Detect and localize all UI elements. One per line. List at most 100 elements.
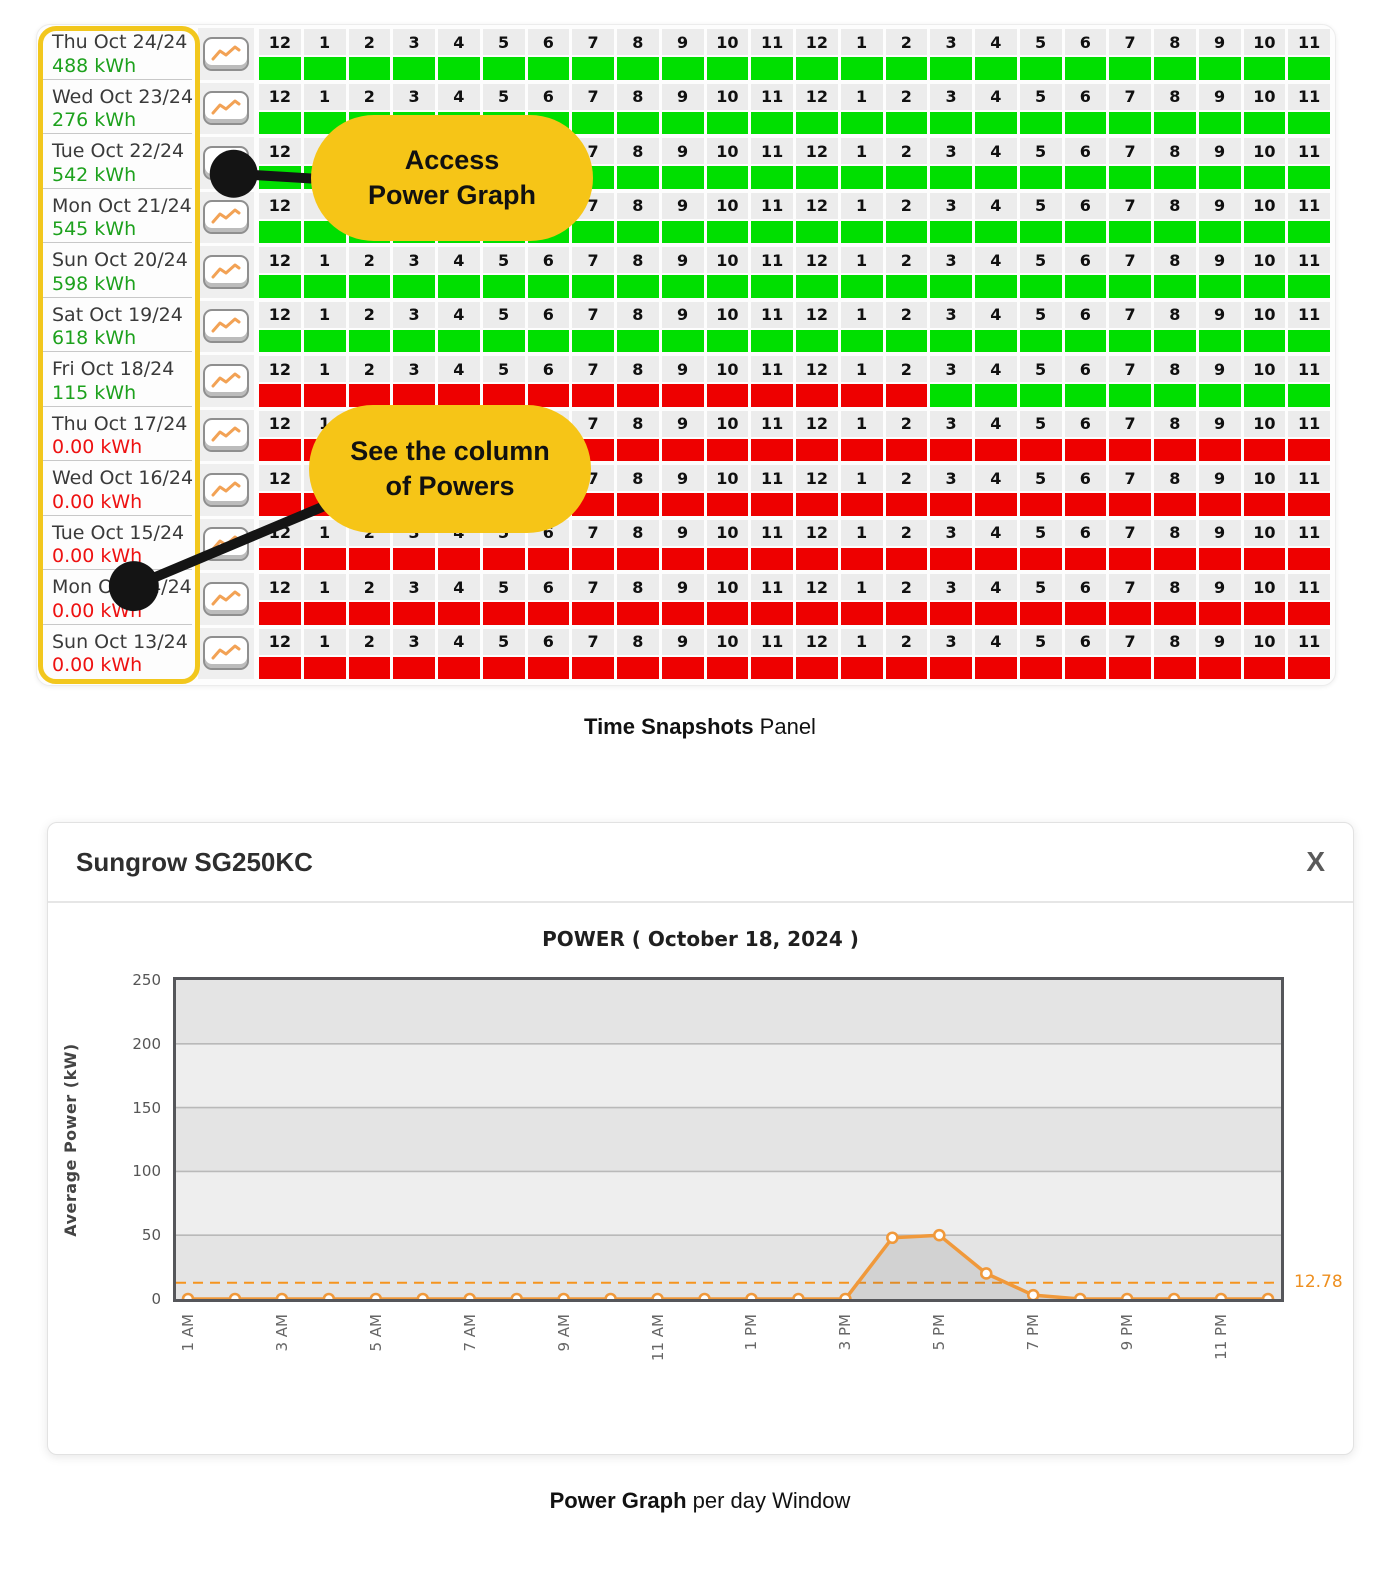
hour-cell: 4 bbox=[438, 574, 480, 625]
hour-cell: 5 bbox=[1019, 138, 1062, 189]
hour-header-cell: 3 bbox=[930, 29, 972, 55]
line-chart-icon bbox=[211, 263, 241, 279]
hour-status-cell bbox=[751, 57, 793, 80]
hour-header-cell: 3 bbox=[930, 247, 972, 273]
power-graph-button[interactable] bbox=[203, 91, 249, 126]
power-graph-button[interactable] bbox=[203, 36, 249, 71]
hour-status-cell bbox=[1198, 166, 1241, 189]
callout-text: Access bbox=[404, 144, 500, 175]
data-point-marker bbox=[1120, 1292, 1134, 1299]
hour-header-cell: 4 bbox=[975, 83, 1017, 110]
power-graph-button[interactable] bbox=[203, 363, 249, 398]
hour-header-cell: 1 bbox=[840, 192, 883, 219]
hour-cell: 11 bbox=[1288, 247, 1330, 298]
hour-cell: 5 bbox=[482, 247, 525, 298]
hour-header-cell: 11 bbox=[751, 628, 793, 655]
hour-cell: 8 bbox=[617, 301, 659, 352]
hour-header-cell: 6 bbox=[1064, 410, 1107, 437]
hour-header-cell: 5 bbox=[1019, 192, 1062, 219]
hour-status-cell bbox=[975, 329, 1017, 352]
hour-cell: 9 bbox=[1198, 83, 1241, 134]
graph-button-cell bbox=[198, 518, 254, 570]
hour-header-cell: 10 bbox=[1243, 356, 1286, 382]
hour-status-cell bbox=[885, 329, 928, 352]
hour-cell: 2 bbox=[348, 247, 391, 298]
hour-header-cell: 5 bbox=[1019, 628, 1062, 655]
hour-header-cell: 7 bbox=[1109, 465, 1151, 491]
hour-status-cell bbox=[259, 111, 301, 134]
hour-status-cell bbox=[482, 547, 525, 570]
x-axis-labels: 1 AM 3 AM 5 AM 7 AM 9 AM 11 AM 1 PM 3 PM 5 PM 7 P… bbox=[173, 1302, 1284, 1392]
hour-header-cell: 12 bbox=[796, 83, 838, 110]
power-graph-button[interactable] bbox=[203, 200, 249, 235]
hour-cell: 7 bbox=[572, 628, 614, 679]
close-button[interactable]: X bbox=[1306, 846, 1325, 877]
hour-status-cell bbox=[438, 275, 480, 298]
hour-status-cell bbox=[706, 384, 749, 407]
hour-status-cell bbox=[1288, 438, 1330, 461]
hour-status-cell bbox=[1154, 220, 1196, 243]
hour-status-cell bbox=[751, 547, 793, 570]
power-graph-button[interactable] bbox=[203, 636, 249, 671]
data-point-marker bbox=[510, 1292, 523, 1299]
hour-status-cell bbox=[259, 438, 301, 461]
day-row: Tue Oct 15/240.00 kWh1212345678910111212… bbox=[40, 518, 1332, 574]
day-date: Sun Oct 13/24 bbox=[52, 630, 188, 653]
power-graph-button[interactable] bbox=[203, 527, 249, 562]
hour-status-cell bbox=[572, 57, 614, 80]
hour-header-cell: 9 bbox=[1198, 574, 1241, 600]
hour-header-cell: 2 bbox=[348, 356, 391, 382]
hour-cell: 2 bbox=[885, 29, 928, 80]
hour-header-cell: 8 bbox=[1154, 301, 1196, 328]
hour-status-cell bbox=[393, 57, 435, 80]
hour-status-cell bbox=[1198, 547, 1241, 570]
hour-header-cell: 12 bbox=[259, 247, 301, 273]
y-tick-label: 100 bbox=[132, 1162, 161, 1181]
hour-cell: 11 bbox=[751, 574, 793, 625]
hour-status-cell bbox=[1198, 329, 1241, 352]
hour-header-cell: 4 bbox=[438, 574, 480, 600]
hour-status-cell bbox=[885, 547, 928, 570]
hour-header-cell: 1 bbox=[840, 247, 883, 273]
hour-header-cell: 12 bbox=[259, 83, 301, 110]
power-graph-button[interactable] bbox=[203, 472, 249, 507]
day-date: Tue Oct 15/24 bbox=[52, 521, 185, 544]
day-date: Tue Oct 22/24 bbox=[52, 140, 185, 162]
hour-status-cell bbox=[1243, 547, 1286, 570]
hour-header-cell: 6 bbox=[1064, 574, 1107, 600]
hour-status-cell bbox=[1198, 656, 1241, 679]
day-row: Sun Oct 20/24 598 kWh 12 1 2 3 4 5 6 7 8 9 10 11 12 1 2 3… bbox=[40, 246, 1332, 301]
graph-button-cell bbox=[198, 409, 254, 461]
power-graph-button[interactable] bbox=[203, 145, 249, 180]
hour-cell: 4 bbox=[975, 301, 1017, 352]
hour-header-cell: 2 bbox=[885, 29, 928, 55]
power-graph-button[interactable] bbox=[203, 309, 249, 344]
hour-header-cell: 5 bbox=[1019, 410, 1062, 437]
hour-status-cell bbox=[1288, 111, 1330, 134]
hour-cell: 3 bbox=[930, 519, 972, 570]
power-graph-button[interactable] bbox=[203, 581, 249, 616]
hour-header-cell: 9 bbox=[1198, 192, 1241, 219]
hour-status-cell bbox=[1154, 602, 1196, 625]
hour-cell: 8 bbox=[1154, 138, 1196, 189]
hour-status-cell bbox=[1109, 547, 1151, 570]
hour-header-cell: 5 bbox=[482, 574, 525, 600]
hour-header-cell: 1 bbox=[303, 356, 346, 382]
hour-status-cell bbox=[1019, 438, 1062, 461]
hour-status-cell bbox=[930, 220, 972, 243]
hour-header-cell: 10 bbox=[1243, 29, 1286, 55]
hour-status-cell bbox=[259, 220, 301, 243]
hour-header-cell: 11 bbox=[1288, 465, 1330, 491]
hour-cell: 7 bbox=[1109, 247, 1151, 298]
hour-status-cell bbox=[1109, 602, 1151, 625]
hour-status-cell bbox=[617, 329, 659, 352]
day-row: Wed Oct 16/240.00 kWh1212345678910111212… bbox=[40, 464, 1332, 519]
power-graph-button[interactable] bbox=[203, 418, 249, 453]
hour-cell: 10 bbox=[1243, 138, 1286, 189]
hour-header-cell: 4 bbox=[975, 574, 1017, 600]
hour-header-cell: 4 bbox=[975, 356, 1017, 382]
graph-button-cell bbox=[198, 28, 254, 80]
line-chart-icon bbox=[211, 426, 241, 442]
hour-status-cell bbox=[1019, 547, 1062, 570]
power-graph-button[interactable] bbox=[203, 254, 249, 289]
